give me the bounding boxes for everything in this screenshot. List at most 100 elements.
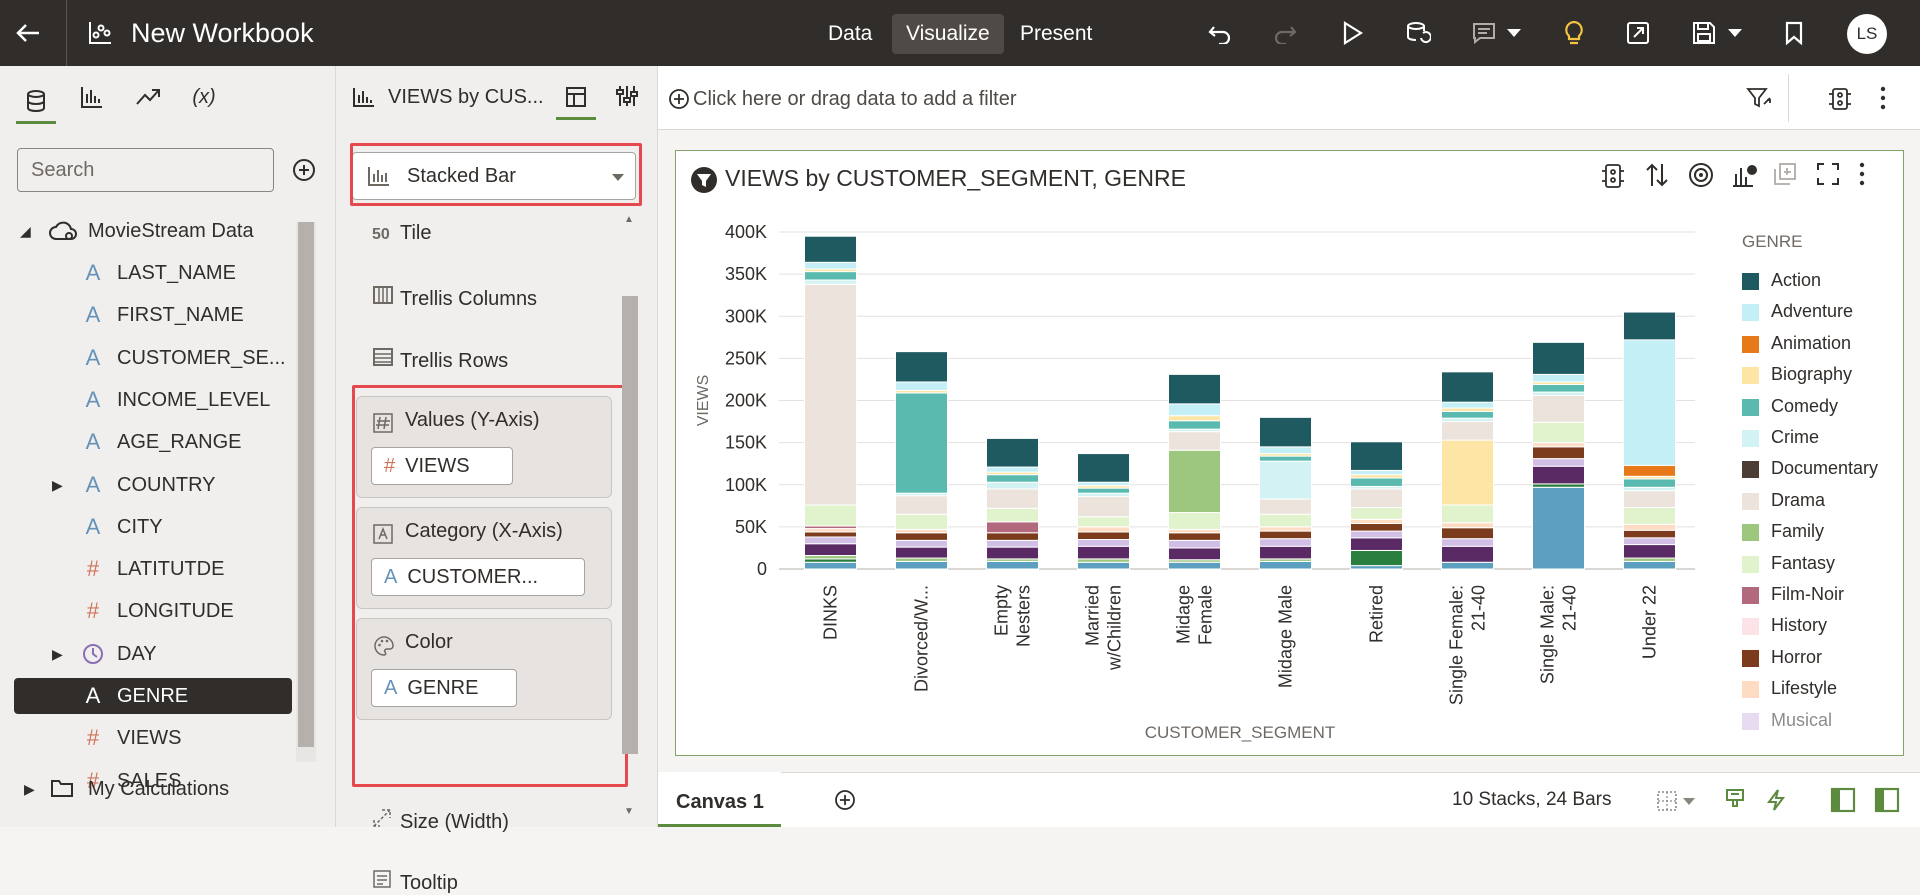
trellis-columns-row[interactable]: Trellis Columns xyxy=(372,285,537,311)
brushing-icon[interactable] xyxy=(1724,788,1746,812)
workbook-title[interactable]: New Workbook xyxy=(131,18,314,48)
maximize-icon[interactable] xyxy=(1816,162,1844,192)
add-icon[interactable] xyxy=(292,158,316,182)
genre-pill[interactable]: A GENRE xyxy=(371,669,517,707)
chart-type-select[interactable]: Stacked Bar xyxy=(352,152,636,200)
bar-segment xyxy=(1077,516,1130,528)
undo-icon[interactable] xyxy=(1206,19,1234,47)
bar-segment xyxy=(1441,439,1494,506)
bar-segment xyxy=(1623,478,1676,488)
trellis-columns-icon xyxy=(372,285,400,305)
customer-segment-pill[interactable]: A CUSTOMER... xyxy=(371,558,585,596)
refresh-data-icon[interactable] xyxy=(1404,19,1432,47)
color-drop[interactable]: Color A GENRE xyxy=(356,618,612,720)
tab-present[interactable]: Present xyxy=(1020,22,1093,45)
duplicate-icon[interactable] xyxy=(1773,162,1801,192)
bookmark-icon[interactable] xyxy=(1780,19,1808,47)
tree-source[interactable]: ◢ MovieStream Data xyxy=(0,213,296,249)
bar-segment xyxy=(1441,504,1494,524)
comment-icon[interactable] xyxy=(1470,19,1498,47)
export-icon[interactable] xyxy=(1624,19,1652,47)
left-panel-toggle-icon[interactable] xyxy=(1830,787,1856,813)
target-icon[interactable] xyxy=(1688,162,1716,192)
bar-segment xyxy=(1623,537,1676,546)
right-panel-toggle-icon[interactable] xyxy=(1874,787,1900,813)
x-tick-label: 21-40 xyxy=(1469,585,1489,631)
scroll-down-icon[interactable]: ▼ xyxy=(624,806,634,817)
filter-icon[interactable] xyxy=(690,166,718,194)
search-input[interactable] xyxy=(17,148,274,192)
legend-label: Lifestyle xyxy=(1771,678,1838,699)
chevron-down-icon[interactable] xyxy=(1682,797,1696,806)
field-city[interactable]: A CITY xyxy=(0,509,296,545)
chevron-down-icon[interactable] xyxy=(611,173,625,182)
expand-caret-icon[interactable]: ▶ xyxy=(52,476,63,493)
more-options-icon[interactable] xyxy=(1880,86,1886,110)
save-icon[interactable] xyxy=(1690,19,1718,47)
filter-options-icon[interactable] xyxy=(1746,86,1772,110)
scrollbar[interactable] xyxy=(296,222,316,762)
filter-bar[interactable]: Click here or drag data to add a filter xyxy=(658,66,1920,130)
data-icon[interactable] xyxy=(16,80,56,124)
canvas-tab[interactable]: Canvas 1 xyxy=(658,772,781,827)
more-options-icon[interactable] xyxy=(1859,162,1887,192)
visualization-title[interactable]: VIEWS by CUSTOMER_SEGMENT, GENRE xyxy=(725,165,1186,191)
field-country[interactable]: ▶ A COUNTRY xyxy=(0,467,296,503)
analytics-icon[interactable] xyxy=(128,80,168,114)
bar-segment xyxy=(1077,526,1130,533)
field-latitutde[interactable]: # LATITUTDE xyxy=(0,551,296,587)
trellis-rows-row[interactable]: Trellis Rows xyxy=(372,347,508,373)
tree-my-calculations[interactable]: ▶ My Calculations xyxy=(0,771,296,807)
data-panel: (x) ◢ MovieStream Data A LAST_NAME A FIRST_… xyxy=(0,66,336,827)
bar-segment xyxy=(1077,492,1130,498)
field-longitude[interactable]: # LONGITUDE xyxy=(0,593,296,629)
field-income-level[interactable]: A INCOME_LEVEL xyxy=(0,382,296,418)
visualizations-icon[interactable] xyxy=(72,80,112,114)
chevron-down-icon[interactable] xyxy=(1721,19,1749,47)
bar-segment xyxy=(1623,464,1676,477)
field-last-name[interactable]: A LAST_NAME xyxy=(0,255,296,291)
properties-tab-icon[interactable] xyxy=(616,84,638,108)
views-pill[interactable]: # VIEWS xyxy=(371,447,513,485)
field-customer-se[interactable]: A CUSTOMER_SE... xyxy=(0,340,296,376)
canvas-settings-icon[interactable] xyxy=(1828,86,1852,112)
category-x-axis-drop[interactable]: Category (X-Axis) A CUSTOMER... xyxy=(356,507,612,609)
field-label: CUSTOMER_SE... xyxy=(117,346,286,369)
add-canvas-icon[interactable] xyxy=(834,789,856,811)
tooltip-row[interactable]: Tooltip xyxy=(372,869,458,895)
expand-caret-icon[interactable]: ▶ xyxy=(52,645,63,662)
bar-segment xyxy=(804,543,857,557)
grammar-tab-icon[interactable] xyxy=(556,76,596,120)
lightbulb-icon[interactable] xyxy=(1560,19,1588,47)
map-layers-icon[interactable] xyxy=(1601,162,1629,192)
x-tick-label: Midage xyxy=(1174,585,1194,644)
field-day[interactable]: ▶ DAY xyxy=(0,636,296,672)
scrollbar-thumb[interactable] xyxy=(298,222,314,747)
calculations-tab[interactable]: (x) xyxy=(192,85,216,108)
expand-caret-icon[interactable]: ◢ xyxy=(20,223,31,239)
avatar[interactable]: LS xyxy=(1847,14,1887,54)
field-first-name[interactable]: A FIRST_NAME xyxy=(0,297,296,333)
back-arrow-icon[interactable] xyxy=(14,19,42,47)
sort-icon[interactable] xyxy=(1645,162,1673,192)
auto-apply-icon[interactable] xyxy=(1766,788,1786,812)
field-age-range[interactable]: A AGE_RANGE xyxy=(0,424,296,460)
size-width-row[interactable]: Size (Width) xyxy=(372,808,509,834)
chart-analytics-icon[interactable] xyxy=(1731,162,1759,192)
tab-data[interactable]: Data xyxy=(828,22,873,45)
scrollbar-thumb[interactable] xyxy=(622,296,638,754)
field-sales[interactable]: # SALES xyxy=(0,763,296,799)
filter-placeholder[interactable]: Click here or drag data to add a filter xyxy=(693,88,1017,110)
field-views[interactable]: # VIEWS xyxy=(0,720,296,756)
scrollbar[interactable]: ▲ xyxy=(620,214,640,754)
play-icon[interactable] xyxy=(1338,19,1366,47)
add-filter-icon[interactable] xyxy=(668,88,690,110)
tile-row[interactable]: 50 Tile xyxy=(372,222,431,245)
field-genre[interactable]: A GENRE xyxy=(14,678,292,714)
tab-visualize[interactable]: Visualize xyxy=(892,14,1004,54)
values-y-axis-drop[interactable]: Values (Y-Axis) # VIEWS xyxy=(356,396,612,498)
redo-icon[interactable] xyxy=(1271,19,1299,47)
chevron-down-icon[interactable] xyxy=(1500,19,1528,47)
layout-icon[interactable] xyxy=(1656,790,1678,812)
expand-caret-icon[interactable]: ▶ xyxy=(24,781,35,797)
